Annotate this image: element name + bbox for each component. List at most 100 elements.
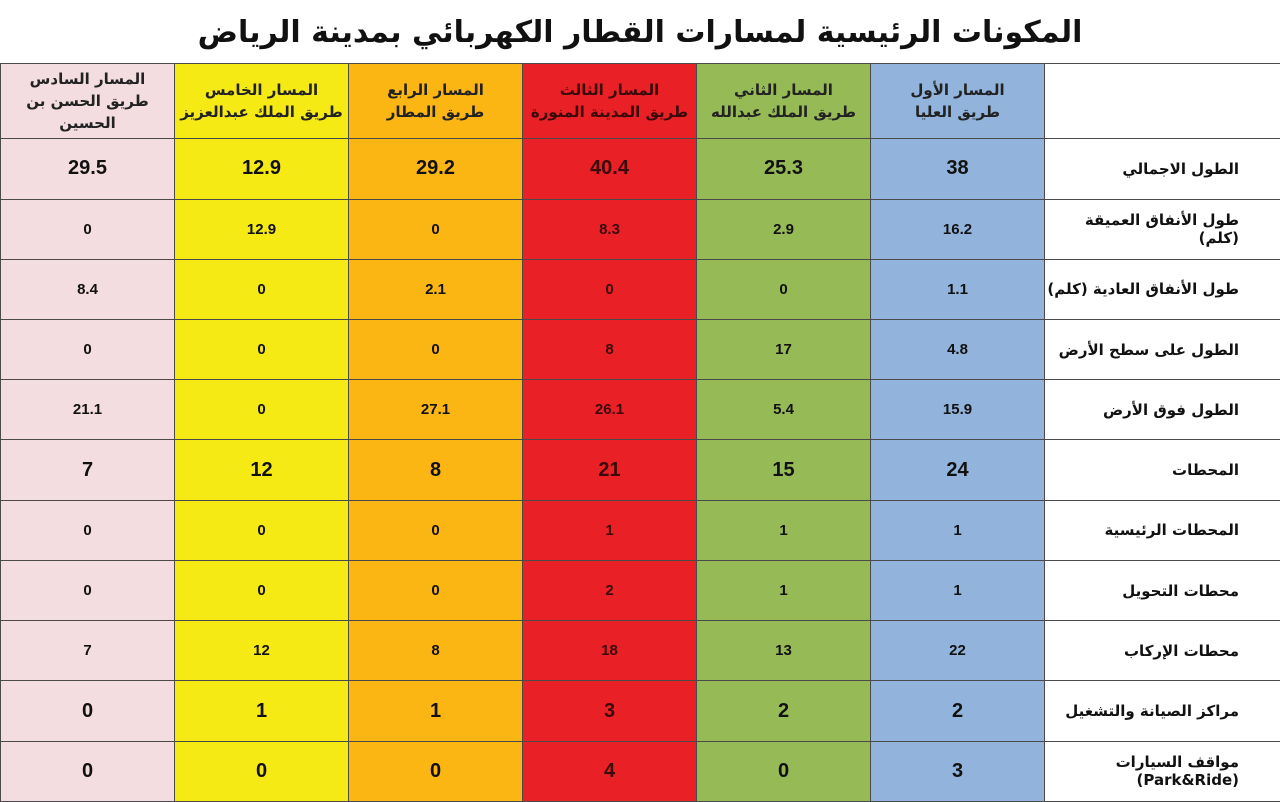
row-label: طول الأنفاق العميقة (كلم)	[1044, 198, 1280, 260]
route-road: طريق الملك عبدالعزيز	[180, 103, 343, 122]
value-cell: 3	[522, 680, 697, 742]
value-cell: 12.9	[174, 198, 349, 260]
value-cell: 27.1	[348, 379, 523, 441]
value-cell: 1	[870, 559, 1045, 622]
value-cell: 0	[348, 318, 523, 381]
row-label: مراكز الصيانة والتشغيل	[1044, 680, 1280, 742]
value-cell: 2	[870, 680, 1045, 742]
value-cell: 2.9	[696, 198, 871, 260]
value-cell: 2.1	[348, 258, 523, 321]
value-cell: 29.5	[0, 138, 175, 200]
value-cell: 0	[174, 559, 349, 622]
value-cell: 0	[174, 318, 349, 381]
value-cell: 38	[870, 138, 1045, 200]
value-cell: 1	[696, 499, 871, 561]
value-cell: 15	[696, 439, 871, 501]
value-cell: 8.4	[0, 258, 175, 321]
route-name: المسار الثالث	[559, 81, 660, 100]
value-cell: 0	[348, 198, 523, 260]
route-header-3: المسار الثالث طريق المدينة المنورة	[522, 62, 697, 140]
value-cell: 5.4	[696, 379, 871, 441]
header-row: المسار الأول طريق العليا المسار الثاني ط…	[0, 62, 1280, 140]
value-cell: 0	[696, 258, 871, 321]
route-road: طريق المدينة المنورة	[530, 103, 689, 122]
table-row: الطول فوق الأرض 15.9 5.4 26.1 27.1 0 21.1	[0, 379, 1280, 441]
value-cell: 26.1	[522, 379, 697, 441]
value-cell: 40.4	[522, 138, 697, 200]
table-row: المحطات الرئيسية 1 1 1 0 0 0	[0, 499, 1280, 561]
value-cell: 0	[0, 318, 175, 381]
value-cell: 4.8	[870, 318, 1045, 381]
route-road: طريق الحسن بن الحسين	[26, 92, 149, 133]
row-label: الطول على سطح الأرض	[1044, 318, 1280, 381]
value-cell: 0	[0, 559, 175, 622]
value-cell: 18	[522, 620, 697, 682]
value-cell: 17	[696, 318, 871, 381]
route-header-5: المسار الخامس طريق الملك عبدالعزيز	[174, 62, 349, 140]
table-row: الطول الاجمالي 38 25.3 40.4 29.2 12.9 29.5	[0, 138, 1280, 200]
value-cell: 1	[522, 499, 697, 561]
value-cell: 8	[348, 439, 523, 501]
route-road: طريق المطار	[386, 103, 485, 122]
route-road: طريق الملك عبدالله	[710, 103, 856, 122]
table-row: محطات التحويل 1 1 2 0 0 0	[0, 559, 1280, 622]
table-row: طول الأنفاق العميقة (كلم) 16.2 2.9 8.3 0 12.9…	[0, 198, 1280, 260]
value-cell: 0	[522, 258, 697, 321]
value-cell: 3	[870, 740, 1045, 802]
value-cell: 0	[0, 680, 175, 742]
route-road: طريق العليا	[915, 103, 1000, 122]
route-name: المسار السادس	[29, 70, 146, 89]
value-cell: 0	[696, 740, 871, 802]
value-cell: 1	[174, 680, 349, 742]
corner-cell	[1044, 62, 1280, 140]
row-label: طول الأنفاق العادية (كلم)	[1044, 258, 1280, 321]
value-cell: 21	[522, 439, 697, 501]
value-cell: 0	[174, 740, 349, 802]
value-cell: 13	[696, 620, 871, 682]
route-name: المسار الثاني	[734, 81, 833, 100]
table-row: مواقف السيارات (Park&Ride) 3 0 4 0 0 0	[0, 740, 1280, 802]
value-cell: 22	[870, 620, 1045, 682]
value-cell: 0	[348, 499, 523, 561]
route-header-4: المسار الرابع طريق المطار	[348, 62, 523, 140]
table-row: مراكز الصيانة والتشغيل 2 2 3 1 1 0	[0, 680, 1280, 742]
value-cell: 4	[522, 740, 697, 802]
value-cell: 0	[174, 499, 349, 561]
route-name: المسار الأول	[910, 81, 1005, 100]
route-header-2: المسار الثاني طريق الملك عبدالله	[696, 62, 871, 140]
value-cell: 0	[348, 740, 523, 802]
row-label: المحطات الرئيسية	[1044, 499, 1280, 561]
value-cell: 21.1	[0, 379, 175, 441]
table-row: محطات الإركاب 22 13 18 8 12 7	[0, 620, 1280, 682]
route-header-6: المسار السادس طريق الحسن بن الحسين	[0, 62, 175, 140]
value-cell: 2	[522, 559, 697, 622]
value-cell: 8	[522, 318, 697, 381]
row-label: مواقف السيارات (Park&Ride)	[1044, 740, 1280, 802]
value-cell: 0	[0, 740, 175, 802]
value-cell: 7	[0, 439, 175, 501]
value-cell: 1.1	[870, 258, 1045, 321]
table-row: الطول على سطح الأرض 4.8 17 8 0 0 0	[0, 318, 1280, 381]
route-header-1: المسار الأول طريق العليا	[870, 62, 1045, 140]
value-cell: 16.2	[870, 198, 1045, 260]
value-cell: 12.9	[174, 138, 349, 200]
value-cell: 0	[0, 198, 175, 260]
value-cell: 1	[870, 499, 1045, 561]
value-cell: 8.3	[522, 198, 697, 260]
row-label: محطات التحويل	[1044, 559, 1280, 622]
row-label: الطول فوق الأرض	[1044, 379, 1280, 441]
value-cell: 12	[174, 439, 349, 501]
route-name: المسار الرابع	[387, 81, 484, 100]
route-name: المسار الخامس	[204, 81, 319, 100]
value-cell: 25.3	[696, 138, 871, 200]
value-cell: 0	[348, 559, 523, 622]
value-cell: 1	[348, 680, 523, 742]
value-cell: 15.9	[870, 379, 1045, 441]
value-cell: 29.2	[348, 138, 523, 200]
table-row: المحطات 24 15 21 8 12 7	[0, 439, 1280, 501]
row-label: المحطات	[1044, 439, 1280, 501]
value-cell: 0	[174, 258, 349, 321]
value-cell: 0	[174, 379, 349, 441]
value-cell: 8	[348, 620, 523, 682]
value-cell: 7	[0, 620, 175, 682]
